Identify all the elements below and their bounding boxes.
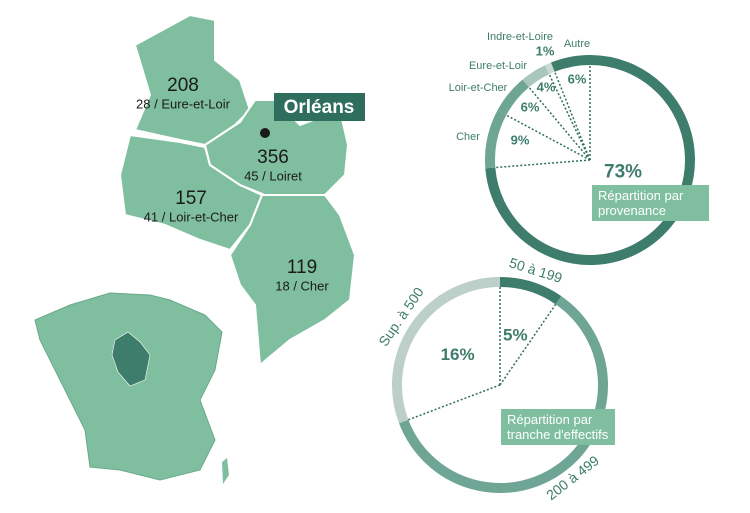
region-name: 41 / Loir-et-Cher <box>144 209 239 224</box>
pie-slice <box>399 296 608 493</box>
value-label: 9% <box>511 132 530 147</box>
pie-slice <box>544 62 555 75</box>
value-label: 16% <box>441 345 475 364</box>
pie-slice <box>550 55 591 72</box>
city-dot <box>260 128 270 138</box>
slice-divider <box>408 384 501 421</box>
category-label: Indre-et-Loire <box>487 31 553 43</box>
value-label: 1% <box>536 43 555 58</box>
region-count: 208 <box>167 75 199 96</box>
value-label: 73% <box>604 162 642 183</box>
pie-slice <box>497 79 530 116</box>
category-label: Eure-et-Loir <box>469 60 527 72</box>
pie-title: Répartition par provenance <box>592 185 709 221</box>
region-name: 45 / Loiret <box>244 168 302 183</box>
centre-region <box>111 331 151 387</box>
value-label: 4% <box>537 79 556 94</box>
region-count: 119 <box>287 257 317 278</box>
pie-slice <box>522 65 550 88</box>
region-count: 157 <box>175 188 207 209</box>
pie-slice <box>485 110 507 169</box>
region-map <box>118 13 357 367</box>
corsica <box>222 458 229 484</box>
value-label: 5% <box>503 325 528 344</box>
slice-divider <box>495 159 591 169</box>
france <box>34 292 223 481</box>
value-label: 6% <box>521 99 540 114</box>
region-count: 356 <box>257 147 289 168</box>
pie-slice <box>499 277 562 305</box>
slice-divider <box>528 86 591 161</box>
region-name: 28 / Eure-et-Loir <box>136 96 231 111</box>
pie-slice <box>392 277 501 424</box>
value-label: 6% <box>568 71 587 86</box>
france-map <box>34 292 229 484</box>
category-label: Loir-et-Cher <box>449 82 508 94</box>
loiret <box>203 99 350 196</box>
category-label: Autre <box>564 38 590 50</box>
region-name: 18 / Cher <box>275 278 329 293</box>
cher <box>228 194 357 367</box>
pie-slice <box>485 55 695 265</box>
pie-title: Répartition par tranche d'effectifs <box>501 409 615 445</box>
slice-divider <box>499 303 557 386</box>
slice-divider <box>548 73 591 161</box>
category-label: Cher <box>456 131 480 143</box>
city-label: Orléans <box>284 97 355 118</box>
city-box <box>274 93 365 121</box>
